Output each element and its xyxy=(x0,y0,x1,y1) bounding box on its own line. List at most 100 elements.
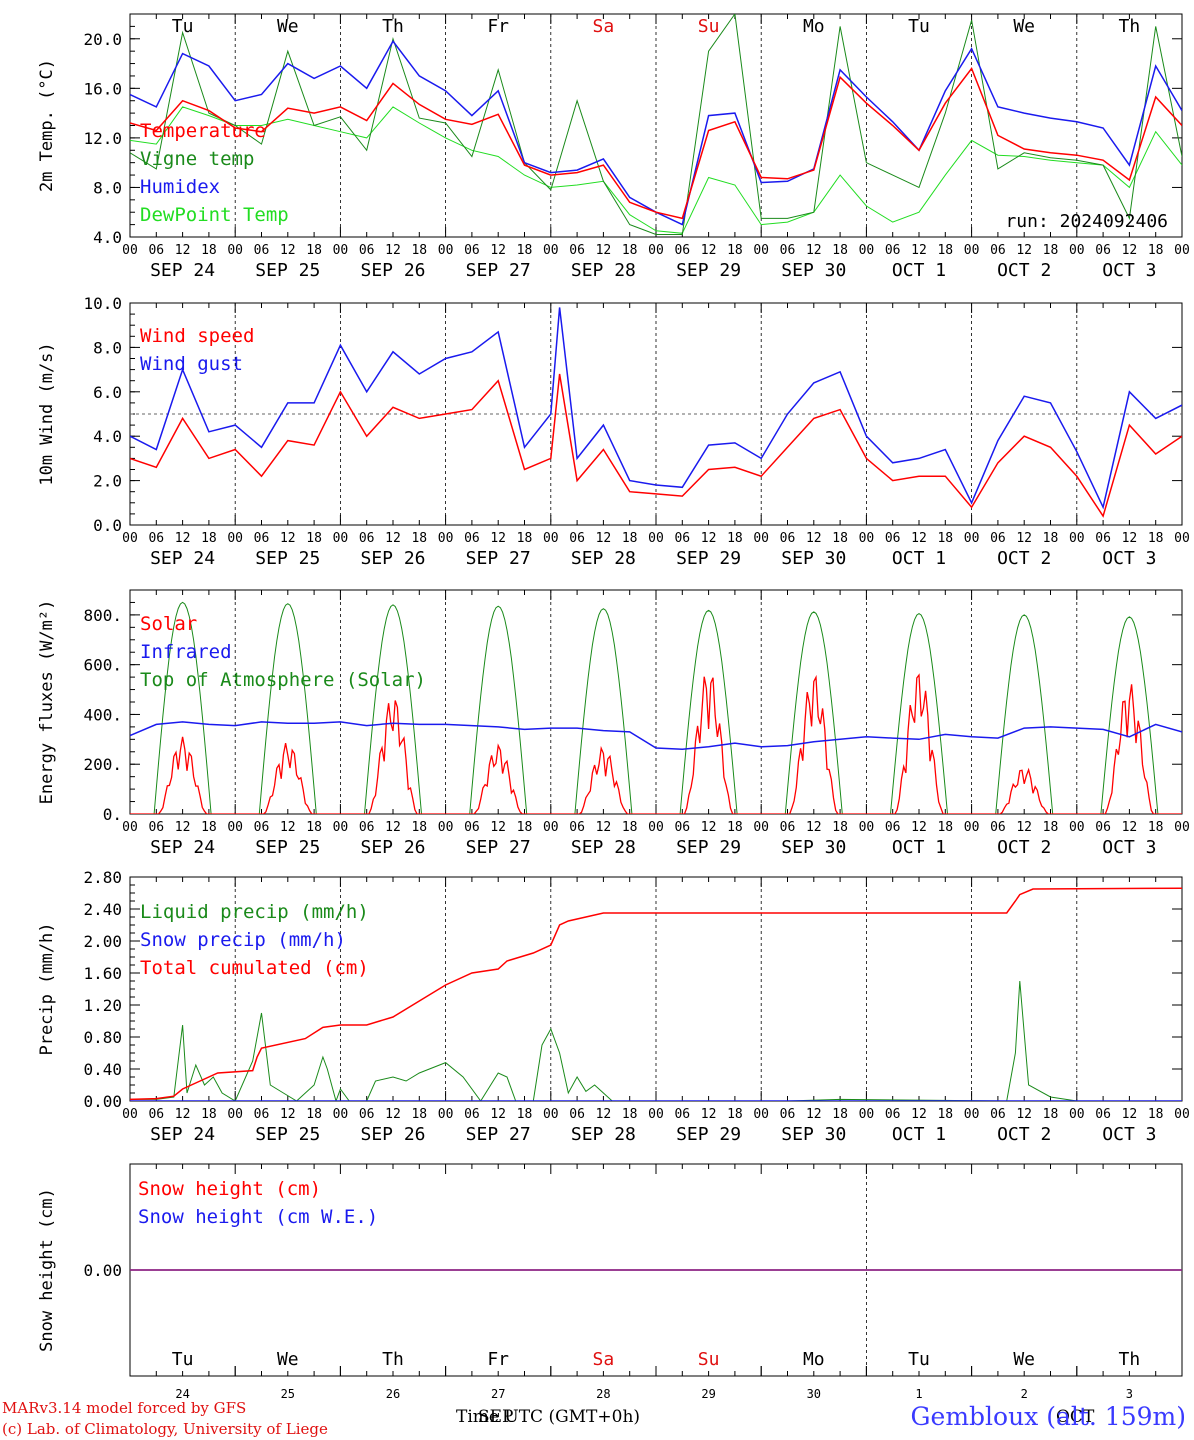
y-tick-label: 10.0 xyxy=(83,294,122,313)
hour-tick-label: 06 xyxy=(464,820,480,835)
hour-tick-label: 06 xyxy=(780,531,796,546)
hour-tick-label: 18 xyxy=(1148,531,1164,546)
legend-entry: Temperature xyxy=(140,120,266,142)
hour-tick-label: 12 xyxy=(911,1107,927,1122)
y-tick-label: 0.0 xyxy=(93,516,122,535)
hour-tick-label: 06 xyxy=(148,243,164,258)
hour-tick-label: 12 xyxy=(701,820,717,835)
date-label: SEP 27 xyxy=(466,260,531,281)
hour-tick-label: 12 xyxy=(1016,243,1032,258)
hour-tick-label: 06 xyxy=(464,243,480,258)
date-label: SEP 29 xyxy=(676,260,741,281)
data-layer xyxy=(130,601,1182,814)
hour-tick-label: 12 xyxy=(1122,1107,1138,1122)
hour-tick-label: 18 xyxy=(832,243,848,258)
hour-tick-label: 12 xyxy=(385,1107,401,1122)
hour-tick-label: 06 xyxy=(990,1107,1006,1122)
hour-tick-label: 00 xyxy=(859,531,875,546)
weekday-label: Tu xyxy=(908,1349,930,1370)
hour-tick-label: 06 xyxy=(464,531,480,546)
hour-tick-label: 00 xyxy=(1069,243,1085,258)
y-tick-label: 800. xyxy=(83,606,122,625)
hour-tick-label: 12 xyxy=(280,243,296,258)
y-tick-label: 8.0 xyxy=(93,178,122,197)
hour-tick-label: 18 xyxy=(727,243,743,258)
day-number-label: 3 xyxy=(1126,1387,1133,1401)
hour-tick-label: 18 xyxy=(832,531,848,546)
hour-tick-label: 06 xyxy=(674,531,690,546)
weekday-label: Tu xyxy=(908,16,930,37)
date-label: SEP 29 xyxy=(676,548,741,569)
hour-tick-label: 12 xyxy=(175,531,191,546)
hour-tick-label: 18 xyxy=(832,1107,848,1122)
hour-tick-label: 06 xyxy=(569,1107,585,1122)
temperature-panel: 4.0 8.0 12.0 16.0 20.0 2m Temp. (°C) 00 06 12 18 0… xyxy=(37,13,1190,281)
hour-tick-label: 06 xyxy=(780,820,796,835)
hour-tick-label: 12 xyxy=(806,243,822,258)
hour-tick-label: 06 xyxy=(359,531,375,546)
hour-tick-label: 00 xyxy=(227,820,243,835)
hour-tick-label: 00 xyxy=(122,243,138,258)
weekday-label: We xyxy=(1013,1349,1035,1370)
hour-tick-label: 18 xyxy=(1148,243,1164,258)
vigne-temp-line xyxy=(130,14,1182,235)
hour-tick-label: 06 xyxy=(1095,820,1111,835)
date-label: OCT 3 xyxy=(1102,548,1156,569)
weekday-label: Th xyxy=(1119,1349,1141,1370)
hour-tick-label: 06 xyxy=(359,820,375,835)
legend-entry: Wind gust xyxy=(140,353,243,375)
hour-tick-label: 06 xyxy=(674,1107,690,1122)
hour-tick-label: 18 xyxy=(832,820,848,835)
date-label: SEP 26 xyxy=(360,260,425,281)
hour-tick-label: 06 xyxy=(569,531,585,546)
date-label: SEP 25 xyxy=(255,837,320,858)
hour-tick-label: 12 xyxy=(1016,531,1032,546)
hour-tick-label: 18 xyxy=(622,1107,638,1122)
y-tick-label: 2.80 xyxy=(83,868,122,887)
toa-solar-line xyxy=(130,601,1182,814)
weekday-label: Th xyxy=(382,16,404,37)
hour-tick-label: 12 xyxy=(1122,820,1138,835)
hour-tick-label: 00 xyxy=(753,243,769,258)
hour-tick-label: 06 xyxy=(990,243,1006,258)
hour-tick-label: 00 xyxy=(648,1107,664,1122)
hour-tick-label: 06 xyxy=(148,1107,164,1122)
y-tick-label: 0. xyxy=(103,805,122,824)
snow-panel: 0.00 Snow height (cm) Snow height (cm) Snow… xyxy=(37,1163,1183,1377)
legend-entry: Liquid precip (mm/h) xyxy=(140,901,369,923)
hour-tick-label: 06 xyxy=(254,243,270,258)
hour-tick-label: 00 xyxy=(964,531,980,546)
hour-tick-label: 12 xyxy=(490,243,506,258)
day-number-label: 29 xyxy=(701,1387,715,1401)
date-label: SEP 25 xyxy=(255,260,320,281)
y-tick-label: 2.00 xyxy=(83,932,122,951)
hour-tick-label: 12 xyxy=(596,820,612,835)
hour-tick-label: 06 xyxy=(569,243,585,258)
date-label: OCT 3 xyxy=(1102,260,1156,281)
y-tick-label: 20.0 xyxy=(83,30,122,49)
hour-tick-label: 00 xyxy=(753,820,769,835)
y-tick-label: 600. xyxy=(83,656,122,675)
date-label: SEP 30 xyxy=(781,260,846,281)
hour-tick-label: 00 xyxy=(438,243,454,258)
day-number-label: 2 xyxy=(1021,1387,1028,1401)
hour-tick-label: 18 xyxy=(937,1107,953,1122)
hour-tick-label: 06 xyxy=(674,820,690,835)
infrared-line xyxy=(130,721,1182,751)
hour-tick-label: 00 xyxy=(122,820,138,835)
hour-tick-label: 18 xyxy=(937,531,953,546)
hour-tick-label: 12 xyxy=(701,531,717,546)
hour-tick-label: 12 xyxy=(280,820,296,835)
legend-entry: Snow height (cm) xyxy=(138,1178,321,1200)
hour-tick-label: 18 xyxy=(411,531,427,546)
hour-tick-label: 06 xyxy=(780,1107,796,1122)
hour-tick-label: 00 xyxy=(1069,820,1085,835)
hour-tick-label: 12 xyxy=(280,1107,296,1122)
date-label: SEP 27 xyxy=(466,548,531,569)
hour-tick-label: 12 xyxy=(806,820,822,835)
hour-tick-label: 18 xyxy=(1043,243,1059,258)
weekday-label: Tu xyxy=(172,16,194,37)
weekday-label: Su xyxy=(698,16,720,37)
date-label: SEP 27 xyxy=(466,1124,531,1145)
energy-panel: 0. 200. 400. 600. 800. Energy fluxes (W/m²) 00… xyxy=(37,589,1190,858)
